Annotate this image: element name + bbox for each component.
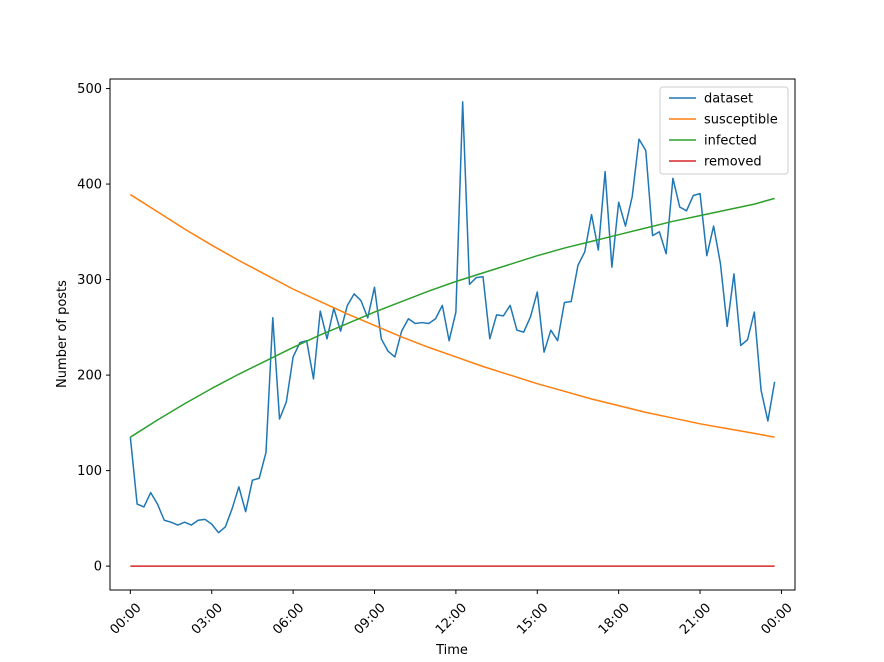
legend-label-susceptible: susceptible [704,113,778,128]
legend-label-dataset: dataset [704,92,753,107]
y-tick-label: 200 [77,369,102,384]
y-axis: 0 100 200 300 400 500 [77,82,110,575]
series-line-dataset [129,101,776,534]
series-line-infected [129,197,775,438]
legend-label-removed: removed [704,155,762,170]
legend: dataset susceptible infected removed [659,86,789,175]
y-tick-label: 500 [77,82,102,97]
y-axis-label: Number of posts [55,280,70,388]
y-tick-label: 400 [77,178,102,193]
y-tick-label: 300 [77,273,102,288]
legend-label-infected: infected [704,134,757,149]
y-tick-label: 100 [77,464,102,479]
x-axis-label: Time [435,643,468,658]
legend-frame [659,86,789,175]
plot-frame [109,78,796,591]
series-line-susceptible [129,193,775,438]
plot-lines [129,101,776,567]
y-tick-label: 0 [94,560,102,575]
